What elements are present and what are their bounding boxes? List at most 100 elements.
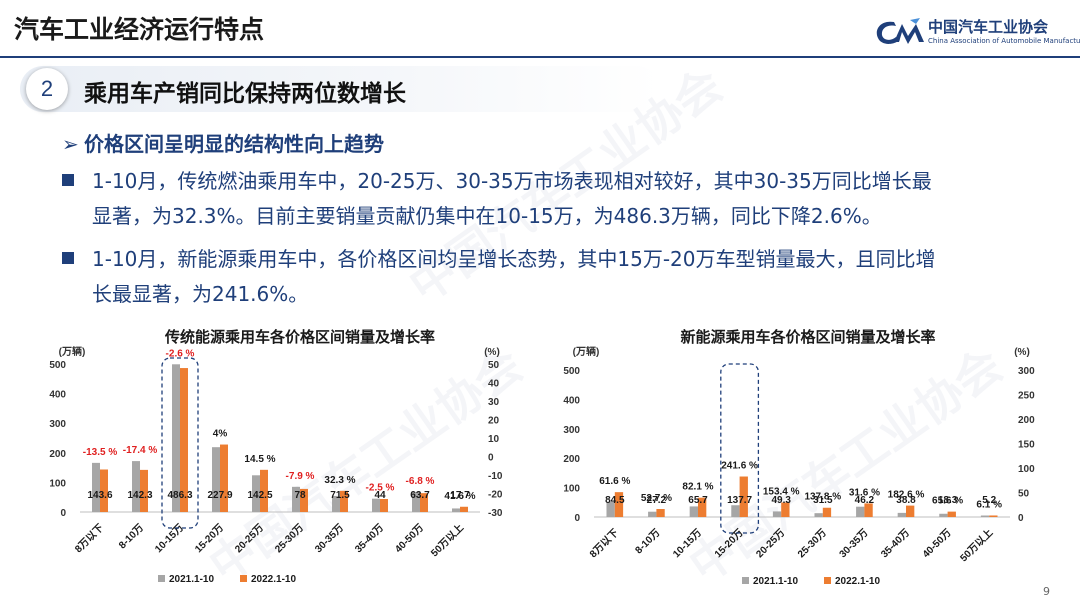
page-number: 9 xyxy=(1043,585,1050,598)
logo-text-cn: 中国汽车工业协会 xyxy=(928,18,1049,36)
bar-2021 xyxy=(212,447,220,512)
bar-2021 xyxy=(292,486,300,512)
highlight-box xyxy=(720,363,760,534)
x-tick-label: 35-40万 xyxy=(878,527,912,561)
bar-2022 xyxy=(698,497,707,517)
x-tick-label: 30-35万 xyxy=(837,527,871,561)
growth-label: -2.6 % xyxy=(166,348,195,359)
y-axis-label: (万辆) xyxy=(59,345,86,358)
y2-tick-label: 20 xyxy=(488,416,500,427)
bar-2021 xyxy=(92,462,100,512)
growth-label: -17.4 % xyxy=(123,445,158,456)
growth-label: 61.6 % xyxy=(599,476,630,487)
growth-label: 137.8 % xyxy=(804,492,841,503)
chart-title: 传统能源乘用车各价格区间销量及增长率 xyxy=(164,328,435,346)
bar-2022 xyxy=(947,511,956,517)
section-number: 2 xyxy=(26,68,68,110)
y-tick-label: 300 xyxy=(563,425,580,436)
bar-2022 xyxy=(906,505,915,517)
x-tick-label: 10-15万 xyxy=(152,522,186,556)
caam-logo-icon xyxy=(876,18,924,44)
bar-2022 xyxy=(260,469,268,512)
y-tick-label: 400 xyxy=(563,395,580,406)
value-label: 78 xyxy=(294,490,306,501)
growth-label: -7.9 % xyxy=(286,471,315,482)
value-label: 84.5 xyxy=(605,495,625,506)
y2-tick-label: 200 xyxy=(1018,415,1035,426)
growth-label: 31.6 % xyxy=(849,487,880,498)
x-tick-label: 50万以上 xyxy=(957,526,995,564)
y2-tick-label: -20 xyxy=(488,490,503,501)
y-tick-label: 500 xyxy=(49,360,66,371)
bar-2022 xyxy=(380,498,388,512)
x-tick-label: 10-15万 xyxy=(670,527,704,561)
x-tick-label: 8万以下 xyxy=(72,522,106,556)
y-tick-label: 400 xyxy=(49,390,66,401)
bar-2021 xyxy=(372,498,380,512)
value-label: 18.3 xyxy=(938,495,958,506)
bar-2022 xyxy=(220,444,228,512)
value-label: 44 xyxy=(374,490,386,501)
bar-2021 xyxy=(980,515,990,517)
bar-2021 xyxy=(648,511,657,517)
bullet-line: 1-10月，新能源乘用车中，各价格区间均呈增长态势，其中15万-20万车型销量最… xyxy=(92,247,936,271)
value-label: 63.7 xyxy=(410,490,430,501)
y-axis-label: (万辆) xyxy=(573,345,600,358)
logo-text-en: China Association of Automobile Manufact… xyxy=(928,37,1080,45)
bar-2021 xyxy=(856,506,865,517)
bar-2022 xyxy=(460,506,468,512)
growth-label: 241.6 % xyxy=(721,461,758,472)
value-label: 5.2 xyxy=(982,495,996,506)
value-label: 137.7 xyxy=(727,495,752,506)
subheading: ➢ 价格区间呈明显的结构性向上趋势 xyxy=(62,128,384,157)
x-tick-label: 35-40万 xyxy=(352,522,386,556)
bar-2022 xyxy=(656,509,665,517)
ice-sales-chart: 传统能源乘用车各价格区间销量及增长率(万辆) (%)010020030040050… xyxy=(49,328,503,585)
legend-label: 2021.1-10 xyxy=(753,576,798,587)
y2-tick-label: 50 xyxy=(488,360,500,371)
x-tick-label: 25-30万 xyxy=(795,527,829,561)
bar-2021 xyxy=(731,505,740,517)
y-tick-label: 500 xyxy=(563,366,580,377)
bar-2022 xyxy=(340,490,348,512)
y2-tick-label: 10 xyxy=(488,434,500,445)
value-label: 49.3 xyxy=(771,495,791,506)
bullet-text: 1-10月，传统燃油乘用车中，20-25万、30-35万市场表现相对较好，其中3… xyxy=(92,164,1052,234)
value-label: 227.9 xyxy=(207,490,232,501)
x-tick-label: 8万以下 xyxy=(587,527,621,561)
bar-2022 xyxy=(781,502,790,517)
value-label: 38.8 xyxy=(896,495,916,506)
growth-label: 52.7 % xyxy=(641,493,672,504)
growth-label: 4% xyxy=(213,429,228,440)
bar-2021 xyxy=(252,475,260,512)
bar-2021 xyxy=(689,506,698,517)
nev-sales-chart: 新能源乘用车各价格区间销量及增长率(万辆) (%)0100200300400500… xyxy=(563,328,1035,587)
legend-swatch-2022 xyxy=(824,577,831,584)
growth-label: 41.6 % xyxy=(444,491,475,502)
x-tick-label: 20-25万 xyxy=(232,522,266,556)
square-bullet-icon xyxy=(62,252,74,264)
growth-label: 14.5 % xyxy=(244,454,275,465)
y2-tick-label: 50 xyxy=(1018,489,1030,500)
subheading-text: 价格区间呈明显的结构性向上趋势 xyxy=(84,132,384,156)
logo: 中国汽车工业协会 China Association of Automobile… xyxy=(872,14,1080,54)
bar-2022 xyxy=(100,469,108,512)
y-tick-label: 200 xyxy=(49,449,66,460)
bar-2022 xyxy=(989,515,998,517)
value-label: 142.5 xyxy=(247,490,272,501)
bar-2021 xyxy=(939,513,948,517)
growth-label: -6.8 % xyxy=(406,476,435,487)
y-tick-label: 100 xyxy=(563,484,580,495)
bullet-line: 显著，为32.3%。目前主要销量贡献仍集中在10-15万，为486.3万辆，同比… xyxy=(92,204,882,228)
bar-2022 xyxy=(864,503,873,517)
bullet-text: 1-10月，新能源乘用车中，各价格区间均呈增长态势，其中15万-20万车型销量最… xyxy=(92,242,1052,312)
y-tick-label: 0 xyxy=(60,508,66,519)
legend-label: 2022.1-10 xyxy=(251,574,296,585)
x-tick-label: 25-30万 xyxy=(272,522,306,556)
growth-label: 82.1 % xyxy=(682,482,713,493)
legend-label: 2021.1-10 xyxy=(169,574,214,585)
y2-axis-label: (%) xyxy=(484,347,500,358)
bullet-line: 1-10月，传统燃油乘用车中，20-25万、30-35万市场表现相对较好，其中3… xyxy=(92,169,932,193)
bar-2022 xyxy=(180,368,188,512)
value-label: 46.2 xyxy=(855,495,875,506)
